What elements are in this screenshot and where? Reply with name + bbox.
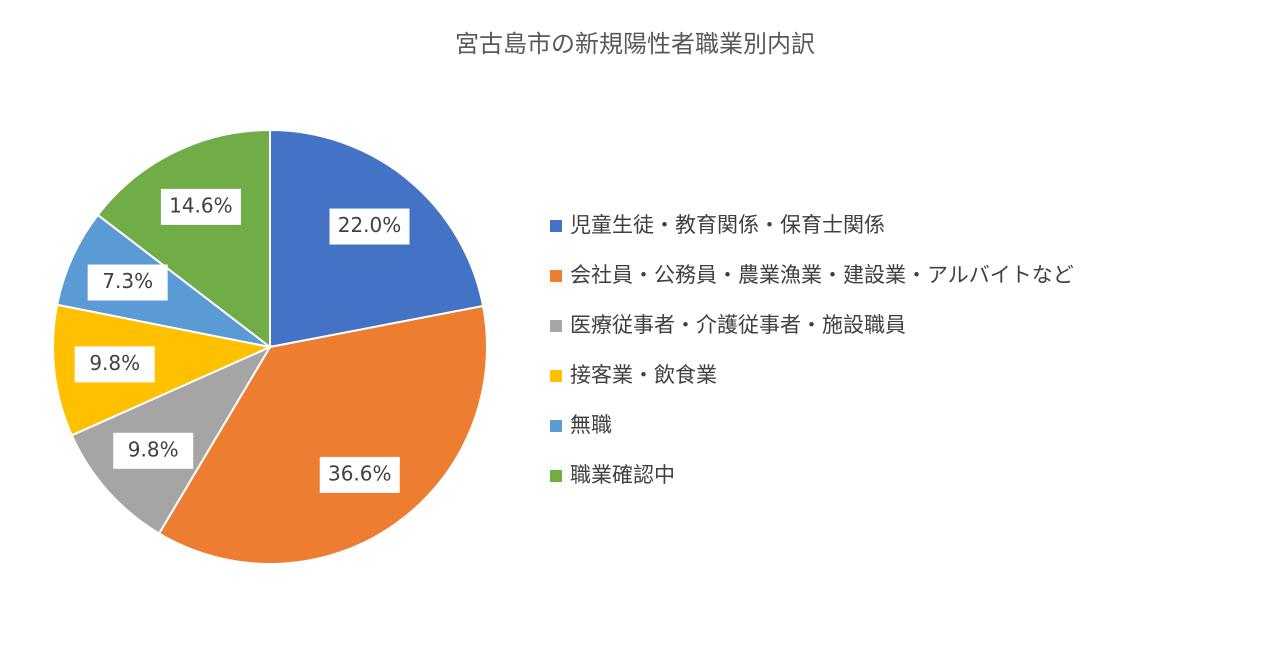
value-label: 7.3% — [102, 269, 153, 293]
legend-swatch — [550, 320, 562, 332]
legend-swatch — [550, 420, 562, 432]
legend-swatch — [550, 220, 562, 232]
value-label: 14.6% — [169, 193, 233, 217]
legend-swatch — [550, 370, 562, 382]
pie-slice — [52, 303, 274, 437]
value-label: 36.6% — [328, 461, 392, 485]
legend-swatch — [550, 270, 562, 282]
value-label: 9.8% — [128, 437, 179, 461]
value-label-bg — [74, 346, 155, 383]
legend-label: 接客業・飲食業 — [570, 363, 717, 387]
value-label-bg — [87, 264, 168, 301]
pie-slice — [96, 128, 271, 350]
value-label: 22.0% — [338, 213, 402, 237]
value-label-bg — [319, 456, 400, 493]
pie-slice — [157, 304, 488, 565]
value-label: 9.8% — [89, 351, 140, 375]
legend-label: 無職 — [570, 413, 612, 437]
legend-label: 会社員・公務員・農業漁業・建設業・アルバイトなど — [570, 263, 1074, 287]
legend-swatch — [550, 470, 562, 482]
legend-label: 職業確認中 — [570, 463, 675, 487]
value-label-bg — [160, 188, 241, 225]
legend-label: 児童生徒・教育関係・保育士関係 — [570, 213, 885, 237]
value-label-bg — [113, 432, 194, 469]
legend-label: 医療従事者・介護従事者・施設職員 — [570, 313, 906, 337]
chart-title: 宮古島市の新規陽性者職業別内訳 — [455, 30, 815, 58]
value-label-bg — [329, 208, 410, 245]
